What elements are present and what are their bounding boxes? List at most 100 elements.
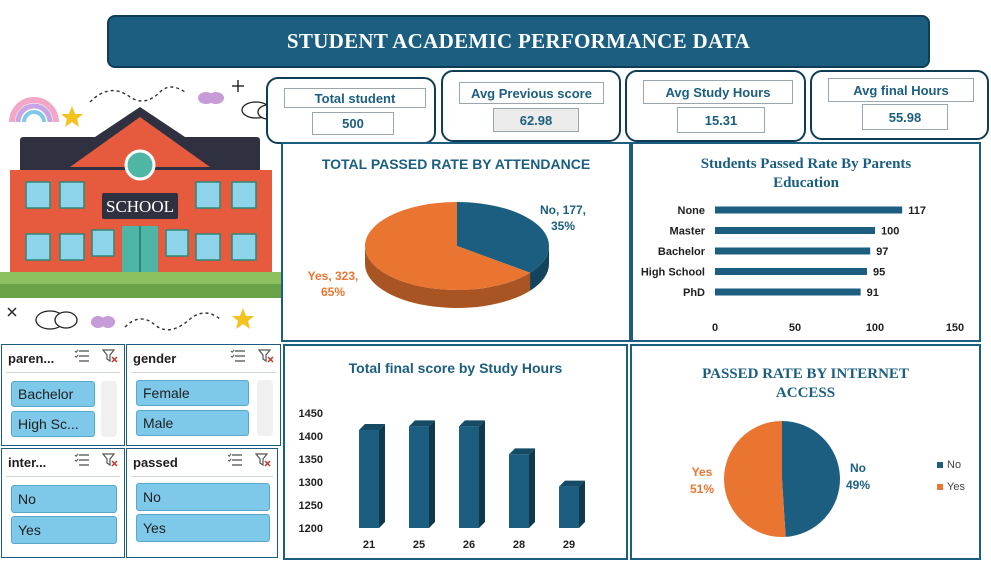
clear-filter-icon[interactable] (102, 349, 118, 363)
school-sign: SCHOOL (106, 197, 174, 216)
vbar-bar-side-26 (479, 420, 485, 528)
vbar-category-label-21: 21 (363, 539, 375, 551)
chart-internet-title-line1: PASSED RATE BY INTERNET (702, 366, 909, 382)
hbar-category-label-master: Master (670, 226, 706, 238)
vbar-y-tick-1350: 1350 (299, 454, 323, 466)
hbar-value-label-high-school: 95 (873, 267, 885, 279)
legend-swatch-no (937, 462, 943, 468)
hbar-value-label-master: 100 (881, 226, 899, 238)
slicer-internet-item-yes[interactable]: Yes (11, 516, 117, 544)
slicer-divider (6, 476, 120, 477)
butterfly-icon (198, 92, 224, 104)
chart-study-hours-title: Total final score by Study Hours (348, 360, 563, 376)
vbar-bar-top-29 (559, 480, 585, 487)
slicer-internet-item-no[interactable]: No (11, 485, 117, 513)
vbar-bar-side-29 (579, 480, 585, 528)
multi-select-icon[interactable] (230, 349, 246, 363)
hbar-bar-none (715, 206, 903, 214)
vbar-category-label-25: 25 (413, 539, 425, 551)
pie-slice-side-no (530, 246, 549, 291)
slicer-passed-item-yes[interactable]: Yes (136, 514, 270, 542)
slicer-parents-item-bachelor[interactable]: Bachelor (11, 381, 95, 407)
kpi-avg-study-hours-value: 15.31 (677, 107, 765, 133)
pie-data-label-yes: Yes (692, 465, 713, 479)
hbar-value-label-phd: 91 (867, 287, 879, 299)
slicer-passed-header: passed (133, 455, 178, 470)
slicer-passed: passed No Yes (126, 448, 278, 558)
kpi-avg-previous-score-value: 62.98 (493, 108, 579, 132)
legend-label-no: No (947, 459, 961, 471)
vbar-bar-top-25 (409, 420, 435, 427)
kpi-card-total-student: Total student 500 (266, 77, 436, 144)
hbar-x-tick-100: 100 (866, 322, 884, 334)
chart-parents-title-line2: Education (773, 175, 839, 191)
pie-data-label-no: No, 177, (540, 203, 586, 217)
slicer-gender-header: gender (133, 351, 177, 366)
pie-data-label-pct-no: 49% (846, 478, 870, 492)
study-hours-bar-svg: 1450 1400 1350 1300 1250 1200 21 25 26 28 29 (299, 408, 585, 551)
hbar-x-tick-50: 50 (789, 322, 801, 334)
vbar-bar-side-28 (529, 448, 535, 528)
slicer-gender: gender Female Male (126, 344, 281, 446)
slicer-scrollbar[interactable] (257, 380, 273, 436)
school-illustration: SCHOOL (0, 80, 282, 331)
hbar-value-label-none: 117 (908, 205, 926, 217)
multi-select-icon[interactable] (74, 349, 90, 363)
hbar-category-label-high-school: High School (641, 267, 705, 279)
vbar-y-tick-1200: 1200 (299, 523, 323, 535)
slicer-divider (131, 476, 273, 477)
pie-data-label-pct-yes: 51% (690, 482, 714, 496)
sparkle-icon (232, 80, 244, 92)
vbar-bar-top-26 (459, 420, 485, 427)
chart-internet-title-line2: ACCESS (775, 385, 836, 401)
slicer-scrollbar[interactable] (101, 381, 117, 437)
slicer-passed-item-no[interactable]: No (136, 483, 270, 511)
vbar-bar-28 (509, 454, 529, 528)
parents-bar-svg: None 117 Master 100 Bachelor 97 High School 95 P… (641, 205, 964, 334)
pie-slice-no (457, 202, 549, 273)
vbar-category-label-29: 29 (563, 539, 575, 551)
vbar-bar-29 (559, 486, 579, 528)
pie-slice-yes (723, 421, 786, 537)
legend-swatch-yes (937, 484, 943, 490)
slicer-parents-header: paren... (8, 351, 55, 366)
pie-slice-yes (365, 202, 531, 290)
star-icon (61, 106, 83, 127)
kpi-avg-previous-score-label: Avg Previous score (459, 82, 604, 104)
hbar-bar-phd (715, 288, 861, 296)
kpi-card-avg-previous-score: Avg Previous score 62.98 (441, 70, 621, 142)
slicer-gender-item-male[interactable]: Male (136, 410, 249, 436)
clear-filter-icon[interactable] (255, 453, 271, 467)
dashboard-title: STUDENT ACADEMIC PERFORMANCE DATA (107, 15, 930, 68)
vbar-y-tick-1250: 1250 (299, 500, 323, 512)
multi-select-icon[interactable] (74, 453, 90, 467)
vbar-bar-top-28 (509, 448, 535, 455)
vbar-bar-26 (459, 426, 479, 528)
chart-final-score-by-study-hours: Total final score by Study Hours 1450 140… (283, 344, 628, 560)
pie-data-label-pct-no: 35% (551, 219, 575, 233)
rainbow-icon (9, 97, 59, 123)
hbar-bar-bachelor (715, 247, 871, 255)
sparkle-icon (7, 307, 17, 317)
vbar-y-tick-1450: 1450 (299, 408, 323, 420)
kpi-avg-final-hours-label: Avg final Hours (828, 78, 974, 102)
kpi-card-avg-final-hours: Avg final Hours 55.98 (810, 70, 989, 140)
vbar-y-tick-1400: 1400 (299, 431, 323, 443)
pie-data-label-yes: Yes, 323, (308, 269, 359, 283)
clear-filter-icon[interactable] (102, 453, 118, 467)
hbar-bar-master (715, 227, 875, 234)
slicer-parents-item-high-school[interactable]: High Sc... (11, 411, 95, 437)
slicer-internet-access: inter... No Yes (1, 448, 125, 558)
chart-parents-title-line1: Students Passed Rate By Parents (700, 156, 912, 172)
cloud-icon (35, 310, 78, 330)
multi-select-icon[interactable] (227, 453, 243, 467)
kpi-avg-study-hours-label: Avg Study Hours (643, 80, 793, 104)
vbar-bar-25 (409, 426, 429, 528)
chart-passed-by-attendance: TOTAL PASSED RATE BY ATTENDANCE No, 177,… (281, 142, 631, 342)
vbar-bar-21 (359, 430, 379, 528)
hbar-category-label-none: None (678, 205, 706, 217)
hbar-x-tick-150: 150 (946, 322, 964, 334)
vbar-bar-top-21 (359, 424, 385, 431)
clear-filter-icon[interactable] (258, 349, 274, 363)
slicer-gender-item-female[interactable]: Female (136, 380, 249, 406)
